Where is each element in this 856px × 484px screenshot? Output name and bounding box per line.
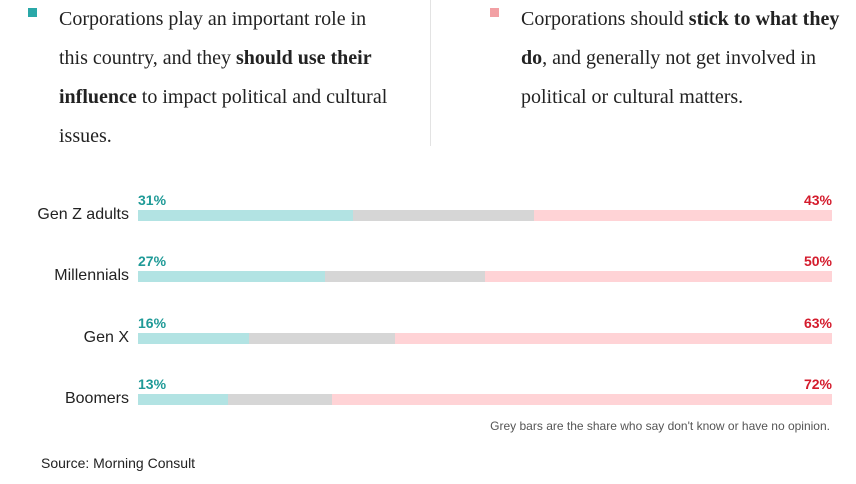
value-label-stick: 50% — [803, 253, 832, 270]
legend-bold-text: stick to what they do — [521, 8, 840, 69]
legend-text: Corporations play an important role in t… — [59, 8, 367, 69]
legend-swatch-use-influence — [28, 8, 37, 17]
category-label: Millennials — [54, 267, 129, 285]
legend-text: , and generally not get involved in poli… — [521, 47, 816, 108]
chart-note: Grey bars are the share who say don't kn… — [490, 419, 830, 433]
legend-swatch-stick — [490, 8, 499, 17]
legend-text: to impact political and cultural issues. — [59, 86, 388, 147]
value-label-stick: 63% — [803, 314, 832, 331]
legend-text: Corporations should — [521, 8, 689, 30]
bar-stick — [394, 332, 832, 344]
value-label-use-influence: 13% — [138, 375, 167, 392]
bar-no-opinion — [353, 210, 534, 221]
value-label-use-influence: 31% — [138, 192, 167, 208]
bar-stick — [485, 271, 832, 283]
value-label-use-influence: 16% — [138, 314, 167, 331]
legend-bold-text: should use their influence — [59, 47, 372, 108]
bar-no-opinion — [325, 271, 485, 283]
legend-divider — [430, 0, 431, 146]
bar-no-opinion — [249, 332, 395, 344]
bar-stick — [332, 393, 832, 405]
value-label-use-influence: 27% — [138, 253, 167, 270]
bar-stick — [533, 210, 832, 221]
bar-no-opinion — [228, 393, 333, 405]
category-label: Boomers — [64, 389, 129, 407]
value-label-stick: 72% — [803, 375, 832, 392]
bar-use-influence — [138, 393, 229, 405]
bar-use-influence — [138, 210, 354, 221]
bar-use-influence — [138, 332, 250, 344]
category-label: Gen Z adults — [37, 206, 129, 223]
legend-use-influence: Corporations play an important role in t… — [59, 0, 389, 156]
legend-stick: Corporations should stick to what they d… — [521, 0, 841, 117]
value-label-stick: 43% — [803, 192, 832, 208]
category-label: Gen X — [83, 328, 129, 346]
bar-use-influence — [138, 271, 326, 283]
source-credit: Source: Morning Consult — [41, 455, 196, 471]
